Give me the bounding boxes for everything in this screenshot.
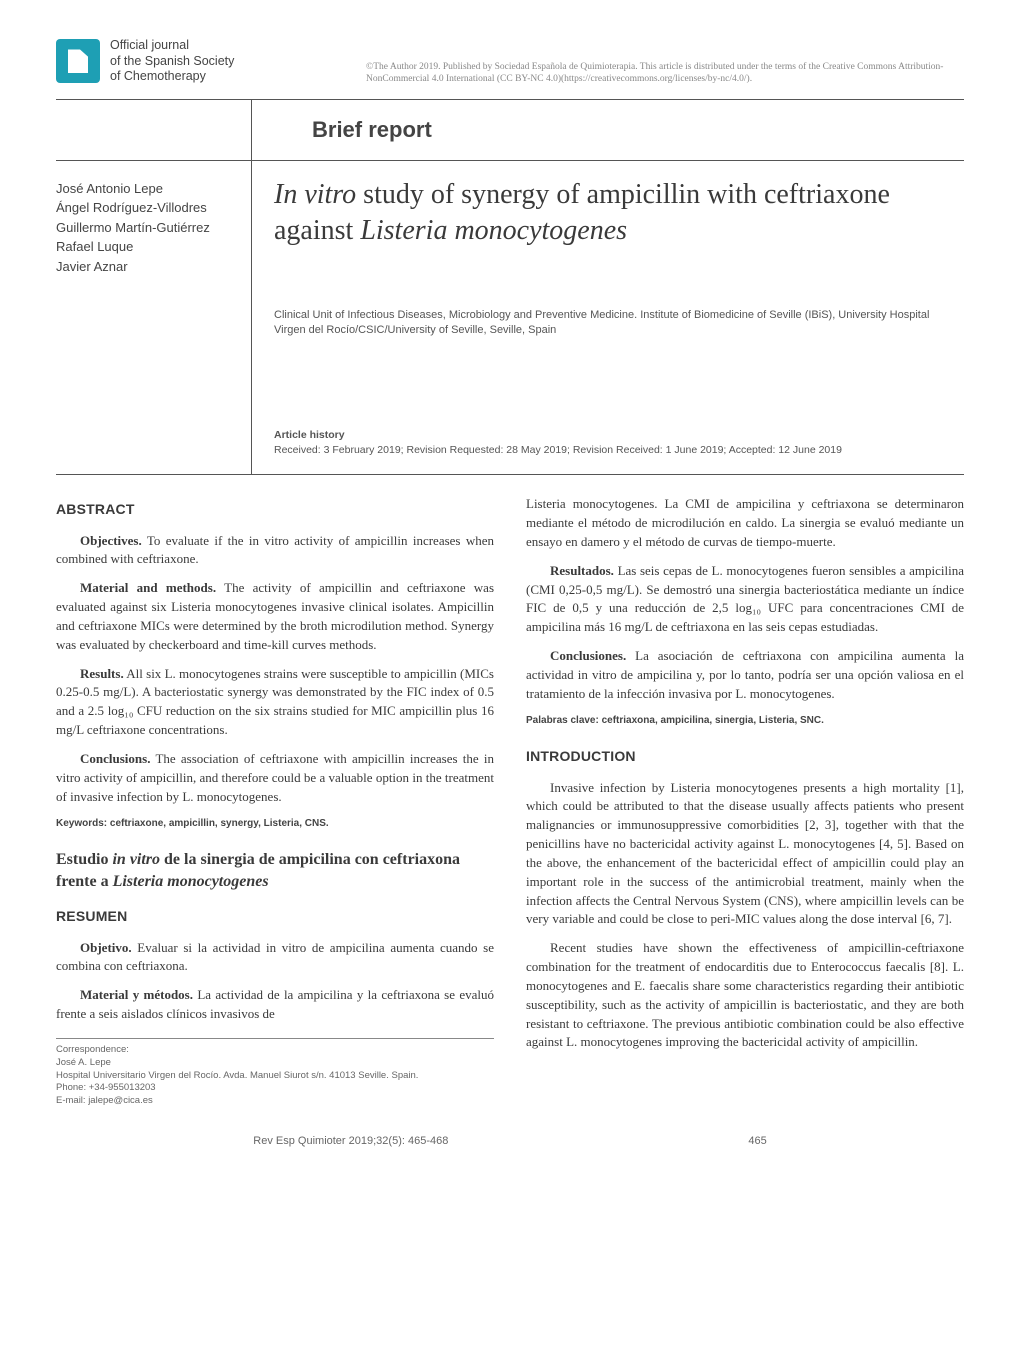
lead-conclusions: Conclusions.: [80, 751, 150, 766]
history-label: Article history: [274, 428, 964, 443]
footer-page-number: 465: [748, 1134, 766, 1150]
journal-logo-icon: [56, 39, 100, 83]
title-block: José Antonio Lepe Ángel Rodríguez-Villod…: [56, 161, 964, 295]
resumen-objetivo: Objetivo. Evaluar si la actividad in vit…: [56, 939, 494, 977]
page-footer: Rev Esp Quimioter 2019;32(5): 465-468 46…: [56, 1134, 964, 1150]
abstract-results: Results. All six L. monocytogenes strain…: [56, 665, 494, 740]
history-left-cell: [56, 382, 252, 474]
author-5: Javier Aznar: [56, 257, 237, 277]
affiliation-block: Clinical Unit of Infectious Diseases, Mi…: [56, 294, 964, 382]
lead-metodos-es: Material y métodos.: [80, 987, 193, 1002]
brief-report-label: Brief report: [252, 100, 432, 160]
title-italic-2: Listeria monocytogenes: [360, 215, 627, 246]
corr-email: E-mail: jalepe@cica.es: [56, 1095, 494, 1108]
intro-para-1: Invasive infection by Listeria monocytog…: [526, 779, 964, 930]
affiliation-text: Clinical Unit of Infectious Diseases, Mi…: [252, 294, 964, 382]
es-title-pre: Estudio: [56, 851, 112, 868]
spanish-title: Estudio in vitro de la sinergia de ampic…: [56, 849, 494, 892]
abstract-conclusions: Conclusions. The association of ceftriax…: [56, 750, 494, 807]
resumen-conclusiones: Conclusiones. La asociación de ceftriaxo…: [526, 647, 964, 704]
authors-column: José Antonio Lepe Ángel Rodríguez-Villod…: [56, 161, 252, 295]
journal-logo-block: Official journal of the Spanish Society …: [56, 38, 296, 85]
title-italic-1: In vitro: [274, 179, 356, 210]
resumen-continuation: Listeria monocytogenes. La CMI de ampici…: [526, 495, 964, 552]
keywords-en: Keywords: ceftriaxone, ampicillin, syner…: [56, 817, 494, 832]
lead-results: Results.: [80, 666, 124, 681]
corr-name: José A. Lepe: [56, 1057, 494, 1070]
left-column: ABSTRACT Objectives. To evaluate if the …: [56, 495, 494, 1108]
resumen-heading: RESUMEN: [56, 906, 494, 926]
body-columns: ABSTRACT Objectives. To evaluate if the …: [56, 495, 964, 1108]
author-2: Ángel Rodríguez-Villodres: [56, 198, 237, 218]
rule-bottom: [56, 474, 964, 475]
logo-line-2: of the Spanish Society: [110, 54, 234, 70]
abstract-heading: ABSTRACT: [56, 499, 494, 519]
lead-methods: Material and methods.: [80, 580, 216, 595]
abstract-methods: Material and methods. The activity of am…: [56, 579, 494, 654]
history-block: Article history Received: 3 February 201…: [56, 382, 964, 474]
lead-objectives: Objectives.: [80, 533, 142, 548]
resumen-metodos: Material y métodos. La actividad de la a…: [56, 986, 494, 1024]
es-title-it2: Listeria monocytogenes: [113, 873, 269, 890]
intro-para-2: Recent studies have shown the effectiven…: [526, 939, 964, 1052]
author-3: Guillermo Martín-Gutiérrez: [56, 218, 237, 238]
introduction-heading: INTRODUCTION: [526, 746, 964, 766]
lead-conclusiones: Conclusiones.: [550, 648, 626, 663]
history-dates: Received: 3 February 2019; Revision Requ…: [274, 443, 964, 458]
brief-left-cell: [56, 100, 252, 160]
footer-citation: Rev Esp Quimioter 2019;32(5): 465-468: [253, 1134, 448, 1150]
page: ©The Author 2019. Published by Sociedad …: [56, 38, 964, 1150]
correspondence-block: Correspondence: José A. Lepe Hospital Un…: [56, 1038, 494, 1108]
journal-logo-text: Official journal of the Spanish Society …: [110, 38, 234, 85]
history-text: Article history Received: 3 February 201…: [252, 382, 964, 474]
lead-resultados: Resultados.: [550, 563, 614, 578]
abstract-objectives: Objectives. To evaluate if the in vitro …: [56, 532, 494, 570]
copyright-notice: ©The Author 2019. Published by Sociedad …: [366, 62, 1006, 86]
keywords-es: Palabras clave: ceftriaxona, ampicilina,…: [526, 714, 964, 729]
corr-address: Hospital Universitario Virgen del Rocío.…: [56, 1070, 494, 1083]
logo-line-3: of Chemotherapy: [110, 69, 234, 85]
right-column: Listeria monocytogenes. La CMI de ampici…: [526, 495, 964, 1108]
resumen-resultados: Resultados. Las seis cepas de L. monocyt…: [526, 562, 964, 637]
brief-report-row: Brief report: [56, 100, 964, 160]
es-title-it1: in vitro: [112, 851, 160, 868]
article-title: In vitro study of synergy of ampicillin …: [274, 177, 964, 249]
logo-line-1: Official journal: [110, 38, 234, 54]
author-1: José Antonio Lepe: [56, 179, 237, 199]
lead-objetivo: Objetivo.: [80, 940, 132, 955]
corr-label: Correspondence:: [56, 1044, 494, 1057]
affil-left-cell: [56, 294, 252, 382]
corr-phone: Phone: +34-955013203: [56, 1082, 494, 1095]
author-4: Rafael Luque: [56, 237, 237, 257]
title-column: In vitro study of synergy of ampicillin …: [252, 161, 964, 295]
